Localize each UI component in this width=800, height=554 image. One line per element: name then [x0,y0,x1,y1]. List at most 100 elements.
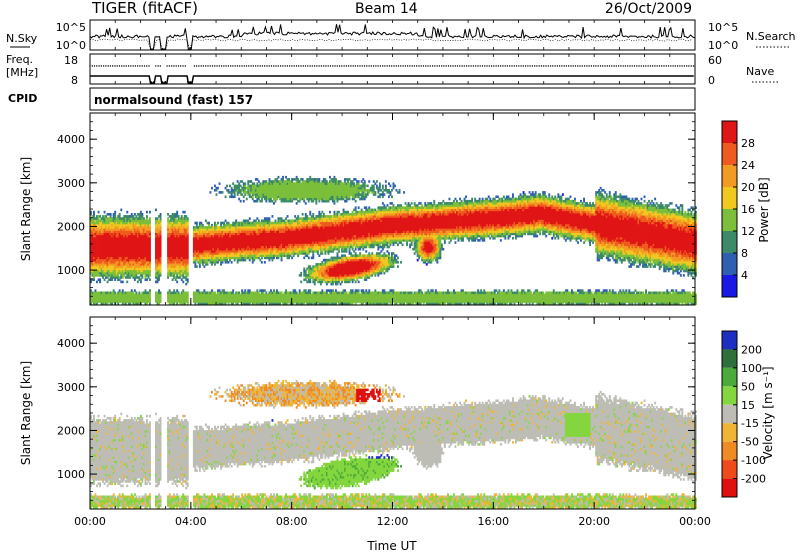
power-cell [241,252,244,255]
power-cell [106,298,109,301]
nave-dot [620,65,622,67]
power-cell [93,226,95,229]
power-cell [263,226,266,229]
power-cell [250,232,253,236]
power-cell [112,223,115,227]
power-cell [130,215,133,218]
power-cell [185,245,188,249]
power-cell [203,245,206,249]
power-cell [108,300,111,303]
power-cell [192,247,195,251]
power-cell [99,295,102,299]
power-cell [114,252,117,255]
power-cell [171,265,174,268]
power-cell [247,293,250,297]
power-cell [135,219,138,223]
power-cell [182,256,185,260]
power-cell [120,221,123,225]
power-cell [118,298,121,301]
power-cell [93,237,95,240]
power-cell [109,298,112,301]
power-cell [159,234,162,238]
power-cell [139,250,142,253]
power-cell [146,254,148,257]
power-cell [211,250,213,253]
power-cell [149,293,151,297]
power-cell [270,254,272,257]
power-cell [223,237,226,240]
power-cell [124,226,127,229]
power-cell [218,295,221,299]
power-cell [176,271,179,275]
power-cell [112,289,115,292]
power-cell [197,232,200,236]
power-cell [117,278,120,281]
power-cell [180,291,183,295]
power-cell [230,239,233,242]
power-cell [106,217,109,220]
power-cell [198,265,201,268]
power-cell [179,258,182,262]
power-cell [112,265,115,268]
power-cell [253,298,256,301]
power-cell [91,226,94,229]
power-cell [129,239,132,242]
power-cell [248,234,251,238]
power-cell [186,234,189,238]
power-cell [170,274,173,277]
power-cell [127,223,130,227]
power-cell [212,293,215,297]
power-cell [183,243,186,247]
power-cell [177,265,180,268]
power-cell [245,300,248,303]
power-cell [242,226,245,229]
nave-dot [375,65,377,67]
power-cell [176,274,179,277]
nave-dot [209,65,211,67]
power-cell [97,219,100,223]
power-cell [133,302,136,305]
power-cell [206,228,209,231]
power-cell [253,193,256,196]
power-cell [121,245,124,249]
power-cell [254,221,257,225]
power-cell [96,267,98,271]
nave-dot [252,65,254,67]
nave-dot [357,65,359,67]
power-cell [118,271,121,275]
power-cell [102,219,105,223]
power-cell [215,300,218,303]
power-cell [236,291,239,295]
power-cell [197,226,200,229]
power-cell [176,289,179,292]
power-cell [254,232,257,236]
power-cell [173,239,176,242]
power-cell [136,261,139,264]
power-cell [155,237,157,240]
power-cell [114,213,117,216]
power-cell [90,250,92,253]
power-cell [247,228,250,231]
power-cell [158,267,161,271]
power-cell [203,228,206,231]
power-cell [227,252,230,255]
power-cell [171,223,174,227]
power-cell [197,228,200,231]
power-cell [233,228,236,231]
power-cell [177,271,180,275]
power-cell [115,243,118,247]
power-cell [251,221,254,225]
power-cell [268,193,271,196]
power-cell [297,254,300,257]
power-cell [186,271,189,275]
power-cell [156,302,159,305]
power-cell [239,239,242,242]
power-cell [176,267,179,271]
power-cell [94,237,97,240]
power-cell [186,228,189,231]
power-cell [91,217,94,220]
power-cell [197,237,200,240]
power-cell [247,289,250,292]
power-cell [142,250,145,253]
power-cell [253,186,256,190]
